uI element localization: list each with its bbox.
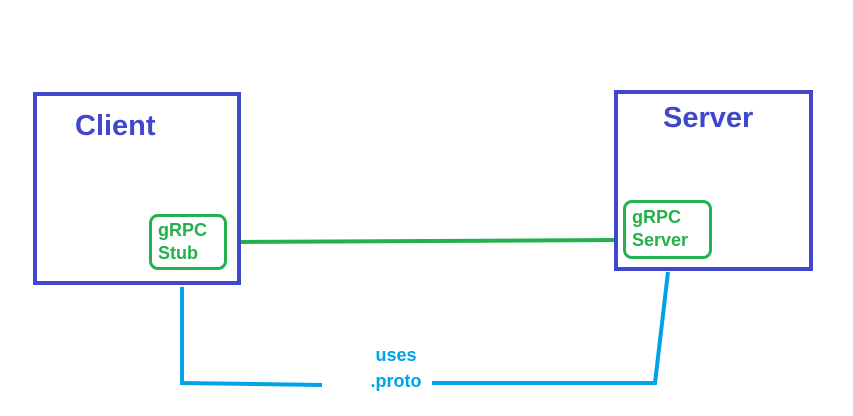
proto-label-line2: .proto — [370, 371, 422, 391]
client-box: Client gRPC Stub — [33, 92, 241, 285]
server-title: Server — [663, 102, 754, 134]
grpc-server-label-line1: gRPC — [632, 207, 681, 227]
grpc-stub-box: gRPC Stub — [149, 214, 227, 270]
client-title: Client — [75, 110, 156, 142]
grpc-server-box: gRPC Server — [623, 200, 712, 259]
grpc-connection-line — [240, 238, 616, 244]
proto-label: uses .proto — [360, 342, 432, 394]
proto-connector-line — [180, 287, 323, 387]
proto-connector-line-right — [432, 271, 670, 385]
server-box: Server gRPC Server — [614, 90, 813, 271]
grpc-stub-label-line1: gRPC — [158, 220, 207, 240]
grpc-stub-label-line2: Stub — [158, 243, 198, 263]
grpc-server-label-line2: Server — [632, 230, 689, 250]
proto-label-line1: uses — [375, 345, 417, 365]
